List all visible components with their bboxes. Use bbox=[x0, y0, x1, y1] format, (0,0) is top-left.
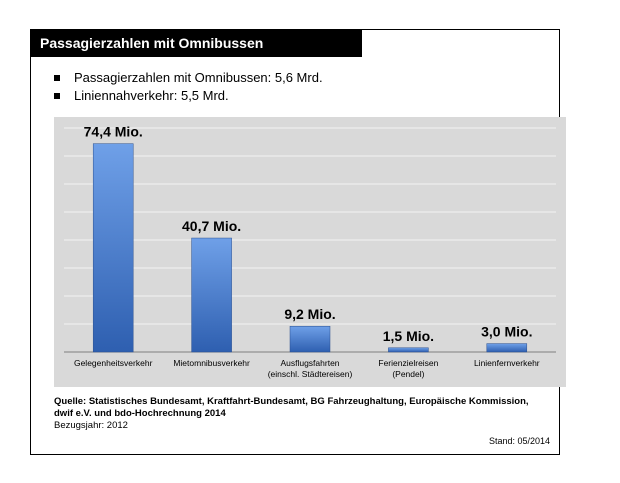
bullet-text: Passagierzahlen mit Omnibussen: 5,6 Mrd. bbox=[74, 70, 323, 85]
bar bbox=[92, 143, 134, 353]
source-line-1: Quelle: Statistisches Bundesamt, Kraftfa… bbox=[54, 396, 529, 407]
data-label: 40,7 Mio. bbox=[182, 218, 241, 234]
bullet-list: Passagierzahlen mit Omnibussen: 5,6 Mrd.… bbox=[54, 69, 323, 105]
data-label: 1,5 Mio. bbox=[383, 328, 434, 344]
bar bbox=[388, 347, 429, 353]
bar-chart: 74,4 Mio. 40,7 Mio. 9,2 Mio. 1,5 Mio. 3,0 Mi… bbox=[64, 124, 556, 379]
source-line-2: dwif e.V. und bdo-Hochrechnung 2014 bbox=[54, 408, 226, 419]
source-note: Quelle: Statistisches Bundesamt, Kraftfa… bbox=[54, 396, 554, 432]
bullet-icon bbox=[54, 75, 60, 81]
reference-year: Bezugsjahr: 2012 bbox=[54, 420, 128, 431]
bullet-item: Liniennahverkehr: 5,5 Mrd. bbox=[54, 87, 323, 105]
category-label: Linienfernverkehr bbox=[474, 358, 540, 368]
bar bbox=[486, 343, 528, 353]
category-label: Ferienzielreisen (Pendel) bbox=[378, 358, 438, 379]
data-label: 9,2 Mio. bbox=[284, 306, 335, 322]
data-label: 74,4 Mio. bbox=[84, 124, 143, 140]
bullet-item: Passagierzahlen mit Omnibussen: 5,6 Mrd. bbox=[54, 69, 323, 87]
category-label: Gelegenheitsverkehr bbox=[74, 358, 153, 368]
page-title: Passagierzahlen mit Omnibussen bbox=[30, 29, 362, 57]
category-label: Ausflugsfahrten (einschl. Städtereisen) bbox=[268, 358, 353, 379]
category-label: Mietomnibusverkehr bbox=[173, 358, 250, 368]
bar bbox=[191, 237, 232, 353]
bar bbox=[289, 325, 331, 353]
bullet-icon bbox=[54, 93, 60, 99]
data-label: 3,0 Mio. bbox=[481, 324, 532, 340]
stand-date: Stand: 05/2014 bbox=[488, 436, 550, 446]
bullet-text: Liniennahverkehr: 5,5 Mrd. bbox=[74, 88, 229, 103]
